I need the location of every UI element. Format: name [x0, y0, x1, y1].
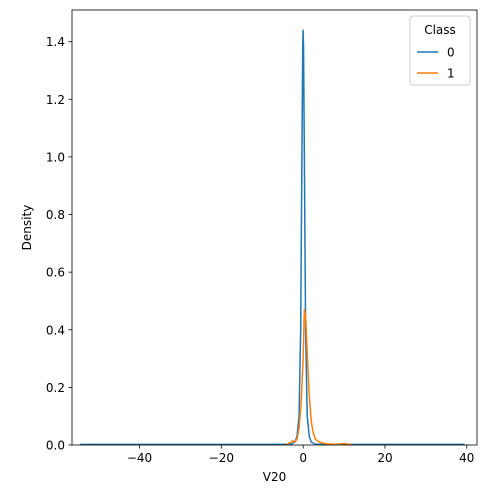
y-tick-label: 0.0	[46, 439, 65, 453]
legend: Class 01	[409, 15, 471, 86]
y-axis-ticks: 0.0 0.2 0.4 0.6 0.8 1.0 1.2 1.4	[46, 35, 72, 453]
series-layer	[80, 29, 465, 446]
y-tick-label: 1.4	[46, 35, 65, 49]
y-tick-label: 0.2	[46, 381, 65, 395]
y-tick-label: 0.8	[46, 208, 65, 222]
x-tick-label: −20	[209, 451, 234, 465]
series-line-0	[80, 29, 465, 446]
y-tick-label: 1.0	[46, 150, 65, 164]
x-axis-label: V20	[263, 470, 286, 484]
x-tick-label: 20	[377, 451, 392, 465]
legend-items: 01	[417, 46, 455, 81]
y-axis-label: Density	[20, 205, 34, 251]
legend-title: Class	[424, 23, 456, 37]
y-tick-label: 0.4	[46, 323, 65, 337]
legend-box	[409, 15, 471, 86]
x-tick-label: 40	[459, 451, 474, 465]
legend-label-0: 0	[447, 46, 455, 60]
y-tick-label: 1.2	[46, 93, 65, 107]
x-tick-label: 0	[299, 451, 307, 465]
axes-frame	[71, 9, 478, 446]
x-tick-label: −40	[127, 451, 152, 465]
series-line-1	[286, 308, 353, 446]
y-tick-label: 0.6	[46, 266, 65, 280]
legend-label-1: 1	[447, 67, 455, 81]
x-axis-ticks: −40 −20 0 20 40	[127, 445, 474, 465]
